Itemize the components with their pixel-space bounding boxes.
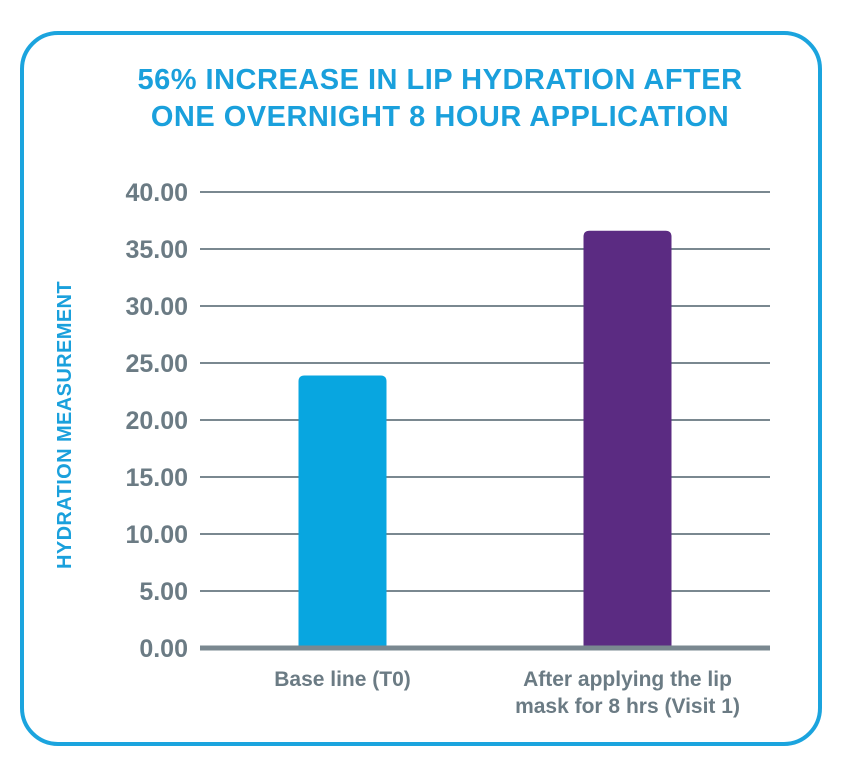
grid-lines <box>200 191 770 592</box>
chart-title-line-2: ONE OVERNIGHT 8 HOUR APPLICATION <box>150 101 730 133</box>
y-tick-label: 30.00 <box>125 293 188 321</box>
x-category-label: mask for 8 hrs (Visit 1) <box>515 695 740 718</box>
bar <box>583 230 672 648</box>
bar <box>298 375 387 648</box>
x-category-label: After applying the lip <box>523 668 732 691</box>
y-tick-labels: 0.00 5.00 10.00 15.00 20.00 25.00 30.00 35.00 40… <box>125 179 188 663</box>
y-tick-label: 10.00 <box>125 521 188 549</box>
y-tick-label: 5.00 <box>139 578 188 606</box>
chart-frame <box>20 31 822 746</box>
y-tick-label: 0.00 <box>139 635 188 663</box>
x-category-label: Base line (T0) <box>274 668 411 691</box>
y-axis-label: HYDRATION MEASUREMENT <box>54 281 76 569</box>
y-tick-label: 20.00 <box>125 407 188 435</box>
chart-title: 56% INCREASE IN LIP HYDRATION AFTER ONE … <box>100 62 780 136</box>
chart-title-line-1: 56% INCREASE IN LIP HYDRATION AFTER <box>137 64 743 96</box>
y-tick-label: 25.00 <box>125 350 188 378</box>
bars <box>298 230 672 648</box>
y-tick-label: 35.00 <box>125 236 188 264</box>
y-tick-label: 40.00 <box>125 179 188 207</box>
y-tick-label: 15.00 <box>125 464 188 492</box>
x-category-labels: Base line (T0) After applying the lip mask… <box>274 668 740 718</box>
